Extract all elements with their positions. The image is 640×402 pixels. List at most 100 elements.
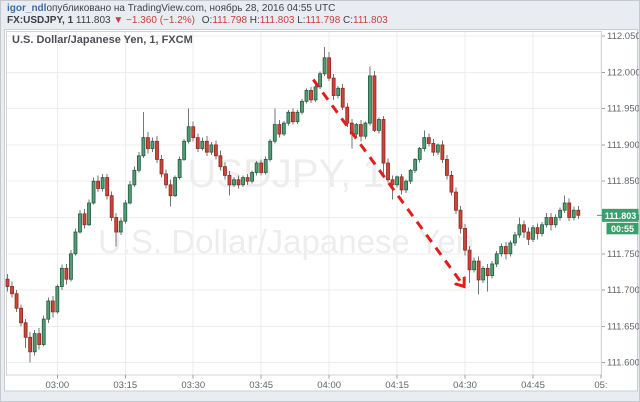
candle [367, 66, 372, 126]
time-tick-label: 03:45 [249, 380, 273, 391]
candle [476, 256, 481, 295]
candle-body-up [254, 162, 259, 173]
candle [136, 152, 141, 173]
candle-body-up [395, 176, 399, 186]
candle-body-up [173, 177, 178, 197]
candle [232, 176, 236, 188]
candle-body-up [544, 217, 549, 226]
candle-body-down [309, 90, 313, 101]
candle-body-up [55, 286, 60, 313]
candle-body-up [404, 180, 409, 191]
candle [254, 160, 259, 176]
time-tick-label: 04:30 [453, 380, 477, 391]
candle-body-up [41, 318, 46, 345]
candle-body-up [286, 111, 291, 124]
candle-body-up [435, 144, 440, 153]
candle-body-down [454, 191, 458, 211]
candle [173, 175, 178, 198]
candle-body-up [304, 90, 309, 102]
candle-body-up [241, 177, 245, 186]
candle-body-down [259, 162, 264, 173]
candle-body-down [567, 202, 572, 218]
candle [327, 51, 332, 82]
candle [340, 83, 345, 111]
candle-body-up [512, 234, 517, 244]
high-value: 111.803 [259, 15, 295, 26]
candle-body-up [268, 140, 273, 160]
price-tick-label: 111.600 [607, 358, 640, 369]
candle-body-down [159, 159, 164, 175]
candle-body-down [467, 249, 472, 271]
candle-body-down [449, 174, 454, 193]
candle-body-up [272, 124, 277, 142]
candle-body-down [191, 126, 196, 139]
candle [395, 175, 399, 188]
candle [508, 240, 513, 257]
candle [191, 121, 196, 142]
chart-title: U.S. Dollar/Japanese Yen, 1, FXCM [12, 34, 193, 46]
candle-body-down [476, 260, 481, 281]
candle-body-up [354, 124, 359, 135]
candle [408, 168, 413, 185]
candle [87, 199, 91, 227]
candle [268, 139, 273, 162]
candle-body-down [331, 77, 336, 96]
candle-body-down [535, 227, 540, 234]
watermark-symbol: USDJPY, 1 [187, 152, 384, 196]
candle-body-up [408, 169, 413, 182]
candle [318, 71, 322, 89]
candle [544, 213, 549, 228]
candle-body-down [109, 195, 114, 218]
candle [458, 205, 463, 234]
candle-body-down [155, 140, 159, 160]
candle [512, 232, 517, 246]
candle-body-up [481, 267, 486, 281]
candle [553, 214, 558, 228]
candle-body-up [91, 180, 96, 204]
candle [381, 115, 386, 174]
candle-body-up [186, 126, 191, 142]
candle [150, 137, 155, 153]
candle [345, 102, 350, 127]
time-tick-label: 03:00 [45, 380, 69, 391]
candle [377, 117, 381, 134]
candle [105, 173, 110, 200]
candle [490, 261, 495, 279]
candle [295, 110, 300, 124]
author-link[interactable]: igor_ndl [7, 3, 47, 14]
candle [463, 224, 467, 256]
candle [168, 179, 173, 207]
candle [236, 175, 241, 189]
candle [435, 143, 440, 156]
candle-body-down [236, 179, 241, 186]
candle-body-up [232, 179, 236, 186]
candle-body-down [277, 124, 282, 135]
candle [286, 110, 291, 126]
candle-body-up [200, 140, 205, 149]
candle-body-down [213, 144, 218, 157]
candle-body-up [123, 202, 128, 222]
candle [449, 171, 454, 196]
candle [413, 157, 418, 174]
candle [241, 175, 245, 188]
candle [59, 264, 64, 291]
candle [372, 70, 377, 132]
candle [499, 243, 504, 257]
candle [213, 140, 218, 160]
candle [472, 257, 476, 273]
candle [540, 221, 544, 237]
candle [426, 133, 431, 147]
time-tick-label: 04:15 [385, 380, 409, 391]
candle [526, 227, 531, 246]
candle [567, 198, 572, 222]
trend-arrow-line [312, 78, 464, 287]
candle-body-down [386, 162, 390, 181]
candle-body-up [118, 220, 123, 233]
time-tick-label: 03:15 [113, 380, 137, 391]
high-label: H: [249, 15, 260, 26]
published-text: опубликовано на TradingView.com, ноябрь … [46, 3, 336, 14]
plot-border [6, 31, 602, 376]
open-value: 111.798 [212, 15, 248, 26]
candle-body-down [195, 137, 200, 149]
candle-body-up [322, 57, 327, 75]
